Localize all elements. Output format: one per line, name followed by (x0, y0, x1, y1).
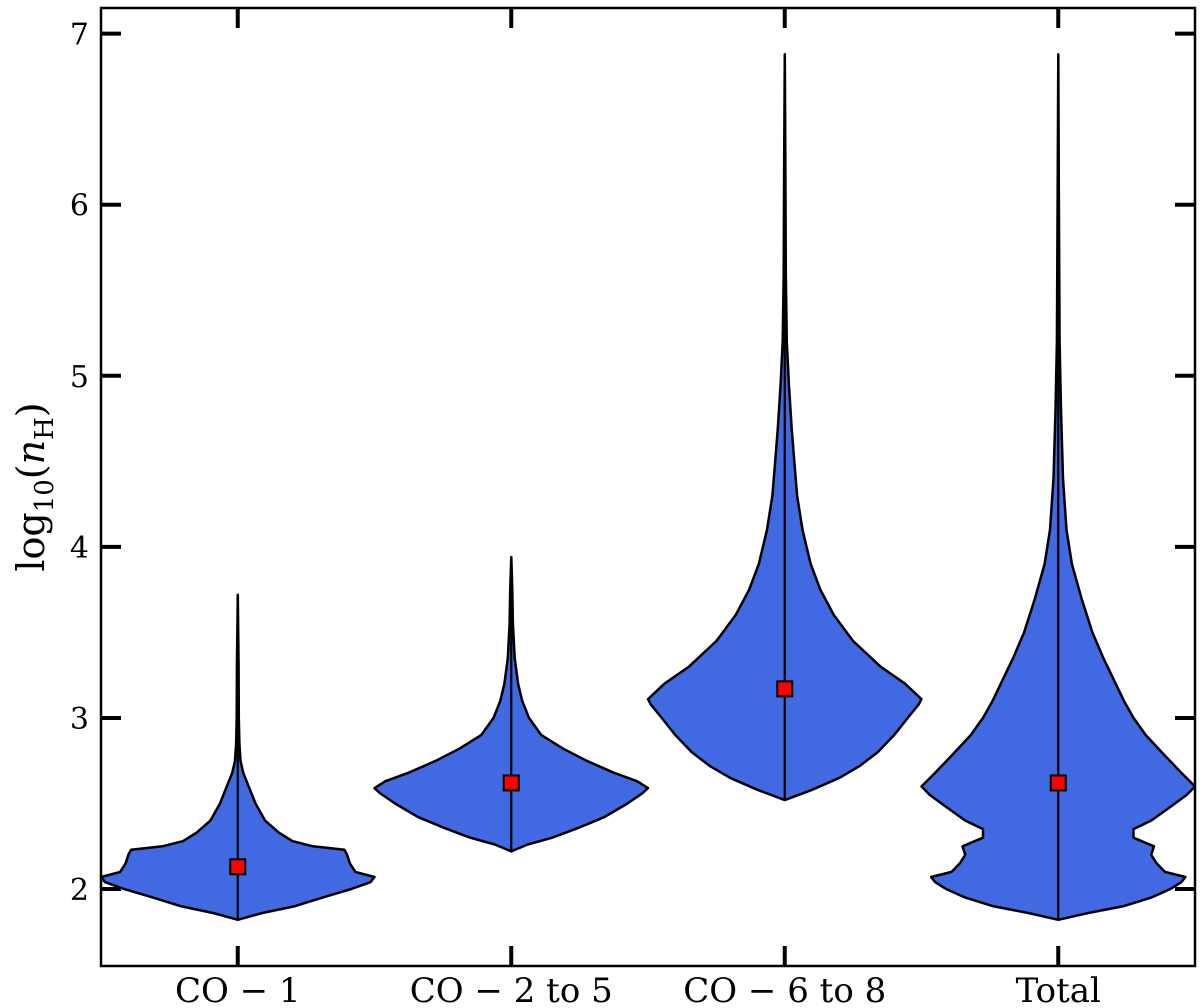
violins-layer (99, 52, 1197, 922)
category-label-1: CO − 2 to 5 (410, 971, 613, 1008)
y-tick-label-1: 3 (70, 702, 89, 737)
y-tick-label-4: 6 (70, 189, 89, 224)
y-tick-label-3: 5 (70, 360, 89, 395)
y-axis-title: log10(nH) (9, 402, 60, 571)
median-marker-2 (776, 680, 794, 698)
median-marker-0 (229, 858, 247, 876)
y-tick-label-0: 2 (70, 873, 89, 908)
median-markers-layer (229, 680, 1067, 876)
category-label-0: CO − 1 (175, 971, 301, 1008)
y-tick-label-2: 4 (70, 531, 89, 566)
y-axis-title-paren-open: ( (9, 464, 53, 479)
plot-frame (99, 6, 1197, 968)
y-axis-title-main: log (9, 512, 53, 571)
y-axis-title-var-sub: H (30, 417, 60, 440)
y-axis-title-var: n (9, 440, 53, 464)
y-axis-title-sub: 10 (30, 479, 60, 512)
median-marker-1 (502, 774, 520, 792)
y-tick-label-5: 7 (70, 18, 89, 53)
category-label-3: Total (1016, 971, 1101, 1008)
y-axis-title-paren-close: ) (9, 402, 53, 417)
category-label-2: CO − 6 to 8 (683, 971, 886, 1008)
axis-labels-layer: 2 3 4 5 6 7 CO − 1 CO − 2 to 5 CO − 6 to 8 Total (70, 18, 1101, 1008)
axis-ticks-layer (101, 8, 1195, 966)
median-marker-3 (1049, 774, 1067, 792)
